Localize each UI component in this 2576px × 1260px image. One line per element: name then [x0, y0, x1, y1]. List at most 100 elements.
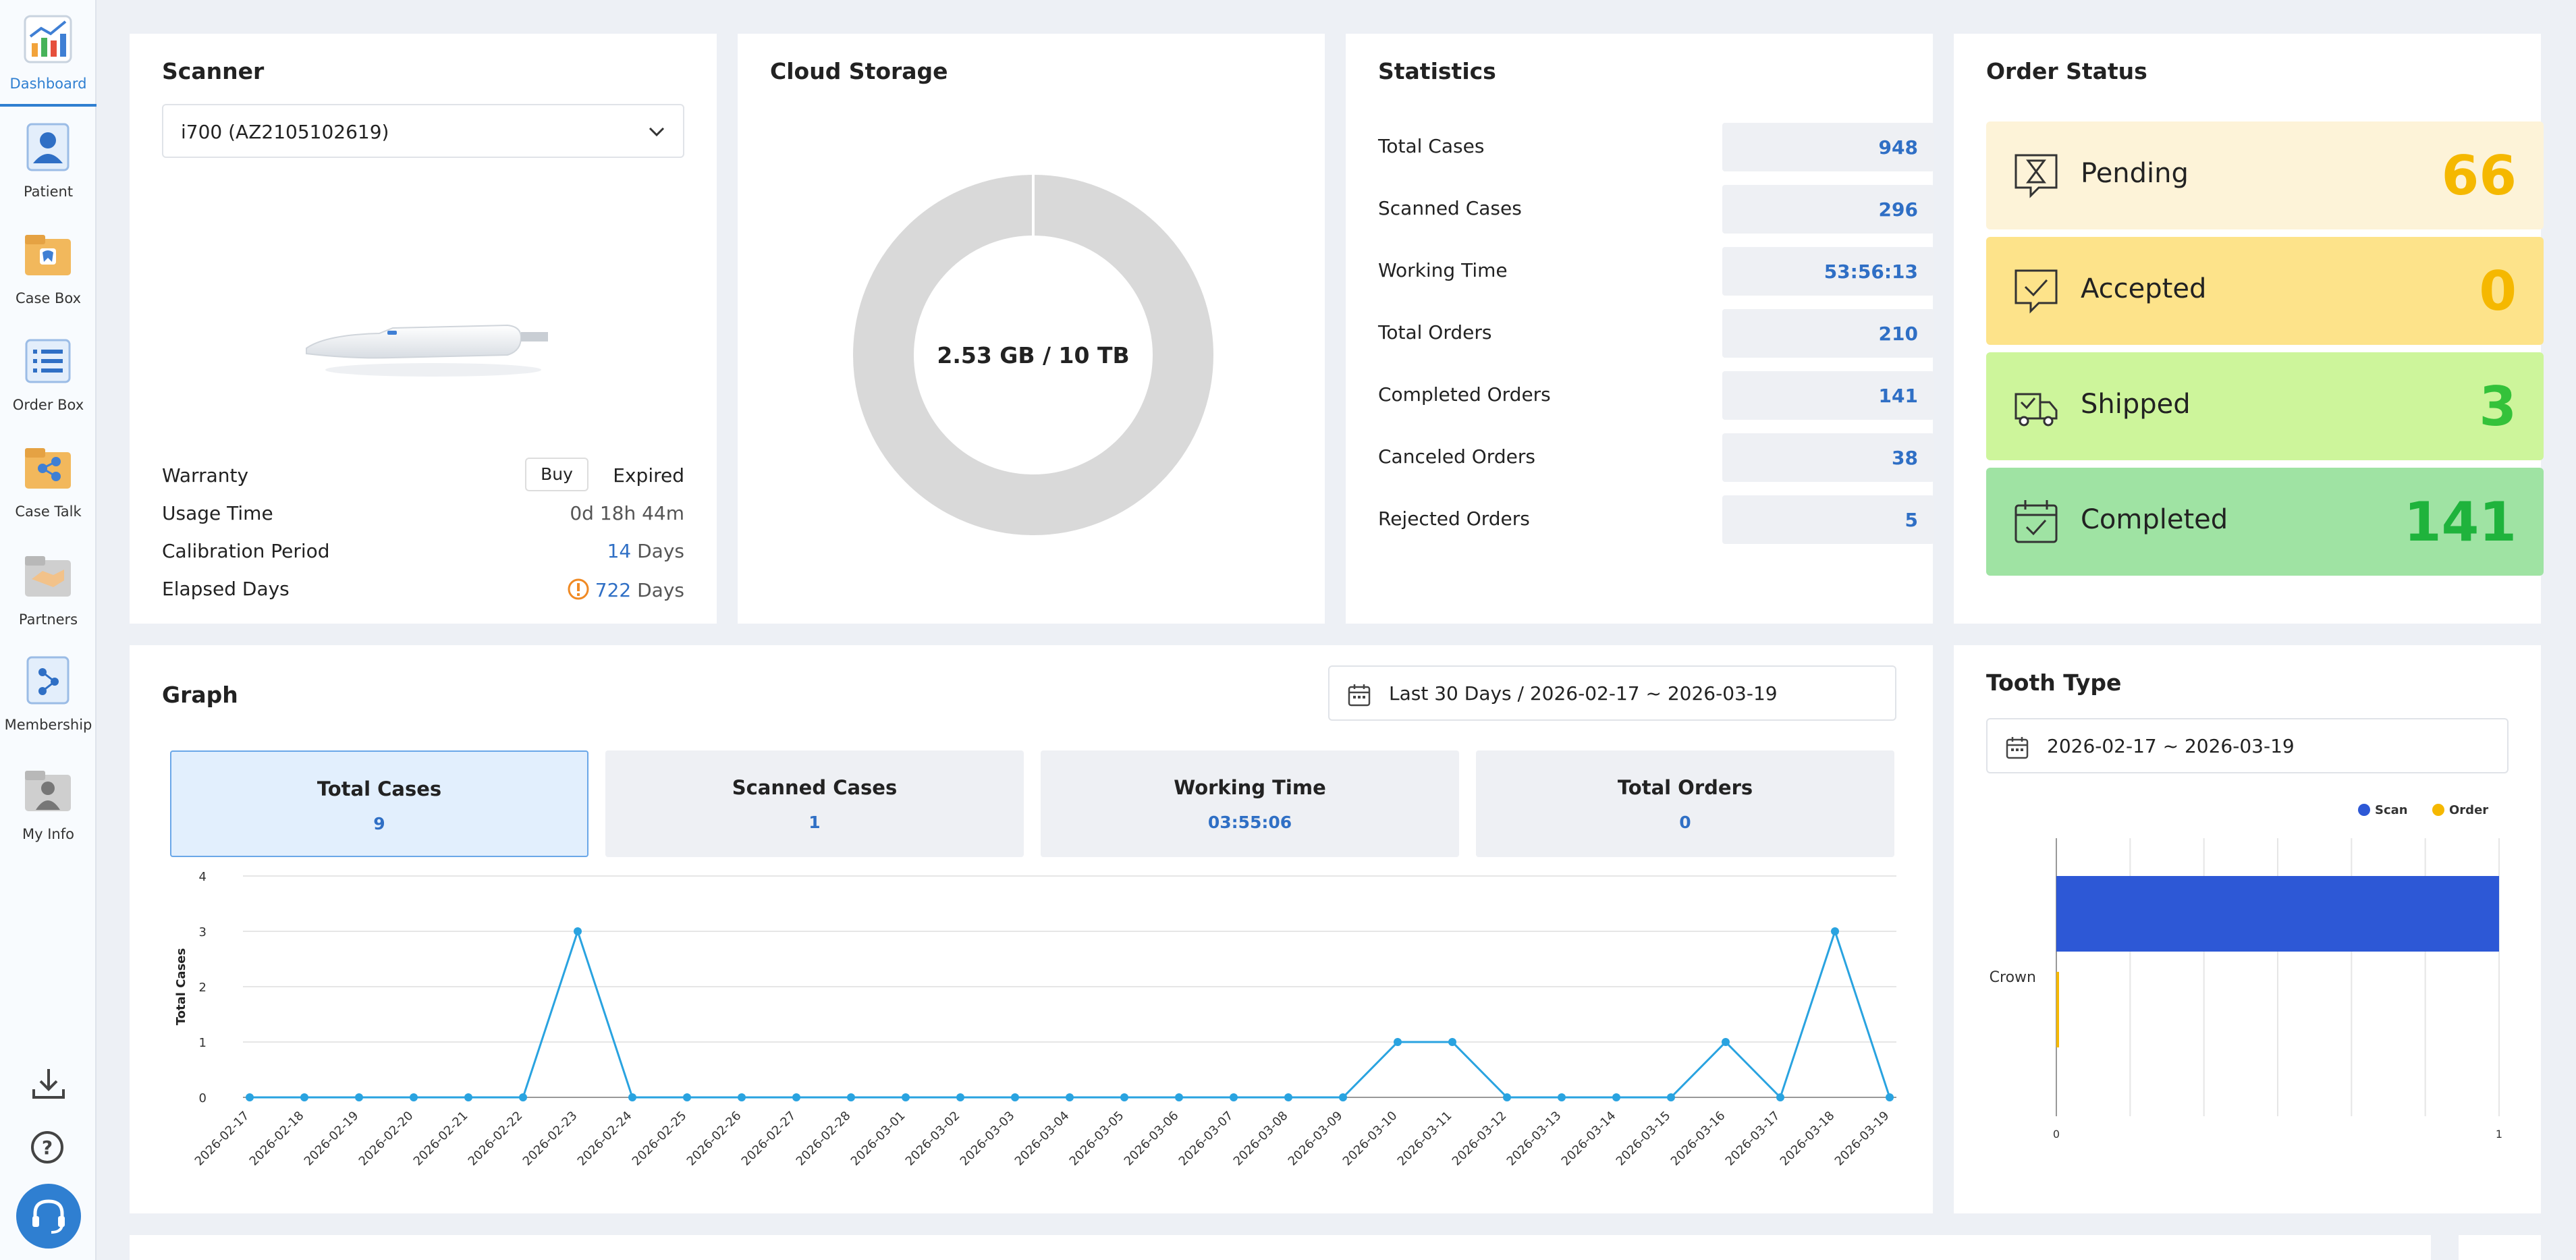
help-icon[interactable]: ?: [30, 1130, 65, 1165]
y-tick-label: 4: [199, 870, 207, 884]
tab-value: 1: [809, 813, 821, 832]
data-point[interactable]: [1011, 1093, 1019, 1101]
data-point[interactable]: [1230, 1093, 1238, 1101]
tooth-type-title: Tooth Type: [1986, 669, 2122, 696]
nav-order-box[interactable]: Order Box: [0, 321, 97, 428]
data-point[interactable]: [410, 1093, 418, 1101]
data-point[interactable]: [1722, 1038, 1730, 1046]
x-tick-label: 2026-03-04: [1012, 1109, 1072, 1169]
order-status-accepted[interactable]: Accepted 0: [1986, 237, 2544, 345]
case-box-icon: [25, 235, 71, 275]
data-point[interactable]: [902, 1093, 910, 1101]
data-point[interactable]: [738, 1093, 746, 1101]
support-button[interactable]: [16, 1184, 81, 1249]
order-status-completed[interactable]: Completed 141: [1986, 468, 2544, 576]
x-tick-label: 2026-03-05: [1067, 1109, 1127, 1169]
graph-date-range[interactable]: Last 30 Days / 2026-02-17 ~ 2026-03-19: [1328, 665, 1896, 721]
data-point[interactable]: [1776, 1093, 1784, 1101]
data-point[interactable]: [1558, 1093, 1566, 1101]
nav-label: Membership: [4, 717, 92, 733]
download-icon[interactable]: [30, 1066, 67, 1100]
data-point[interactable]: [956, 1093, 964, 1101]
stat-label: Total Orders: [1378, 321, 1492, 344]
data-point[interactable]: [792, 1093, 800, 1101]
data-point[interactable]: [1394, 1038, 1402, 1046]
legend-marker: [2358, 804, 2370, 816]
data-point[interactable]: [300, 1093, 308, 1101]
case-talk-icon: [25, 448, 71, 489]
data-point[interactable]: [1831, 927, 1839, 935]
data-point[interactable]: [1066, 1093, 1074, 1101]
my-info-icon: [25, 771, 71, 811]
stat-value: 210: [1878, 323, 1918, 345]
tooth-date-range[interactable]: 2026-02-17 ~ 2026-03-19: [1986, 718, 2509, 773]
stat-value: 5: [1904, 509, 1918, 531]
nav-dashboard[interactable]: Dashboard: [0, 0, 97, 107]
data-point[interactable]: [519, 1093, 527, 1101]
nav-partners[interactable]: Partners: [0, 536, 97, 642]
tooth-range-text: 2026-02-17 ~ 2026-03-19: [2047, 735, 2295, 757]
elapsed-value: 722: [595, 579, 632, 601]
x-tick-label: 2026-02-26: [684, 1109, 744, 1169]
tab-working-time[interactable]: Working Time 03:55:06: [1041, 750, 1459, 857]
stat-value: 53:56:13: [1824, 261, 1918, 283]
stat-row: Working Time 53:56:13: [1378, 247, 1934, 296]
scanner-select[interactable]: i700 (AZ2105102619): [162, 104, 684, 158]
bar-order[interactable]: [2056, 972, 2059, 1047]
legend-marker: [2432, 804, 2444, 816]
data-point[interactable]: [1667, 1093, 1675, 1101]
shipped-truck-icon: [2015, 393, 2058, 427]
buy-button[interactable]: Buy: [525, 458, 588, 491]
data-point[interactable]: [628, 1093, 636, 1101]
data-point[interactable]: [1886, 1093, 1894, 1101]
nav-label: Dashboard: [9, 76, 87, 92]
x-tick-label: 2026-02-24: [575, 1109, 635, 1169]
y-tick-label: 2: [199, 981, 207, 995]
data-point[interactable]: [1284, 1093, 1292, 1101]
x-tick-label: 2026-02-20: [356, 1109, 416, 1169]
order-status-label: Accepted: [2081, 273, 2207, 304]
data-point[interactable]: [847, 1093, 855, 1101]
nav-case-talk[interactable]: Case Talk: [0, 428, 97, 535]
bar-scan[interactable]: [2056, 876, 2499, 952]
x-tick-label: 0: [2053, 1128, 2060, 1141]
order-status-title: Order Status: [1986, 58, 2147, 84]
partners-handshake-icon: [25, 556, 71, 597]
data-point[interactable]: [1120, 1093, 1128, 1101]
data-point[interactable]: [574, 927, 582, 935]
data-point[interactable]: [464, 1093, 472, 1101]
x-tick-label: 2026-02-19: [302, 1109, 362, 1169]
scanner-title: Scanner: [162, 58, 265, 84]
scanner-card: Scanner i700 (AZ2105102619) Warranty Buy…: [130, 34, 717, 624]
data-point[interactable]: [683, 1093, 691, 1101]
nav-label: Case Talk: [15, 503, 82, 520]
stat-row: Completed Orders 141: [1378, 371, 1934, 420]
order-status-count: 0: [2479, 260, 2517, 323]
tab-label: Total Orders: [1617, 776, 1753, 799]
data-point[interactable]: [1175, 1093, 1183, 1101]
order-status-shipped[interactable]: Shipped 3: [1986, 352, 2544, 460]
order-box-icon: [25, 339, 71, 383]
cloud-storage-title: Cloud Storage: [770, 58, 948, 84]
nav-case-box[interactable]: Case Box: [0, 215, 97, 321]
data-point[interactable]: [1612, 1093, 1620, 1101]
data-point[interactable]: [1503, 1093, 1511, 1101]
data-point[interactable]: [246, 1093, 254, 1101]
graph-title: Graph: [162, 682, 238, 708]
x-tick-label: 2026-03-07: [1176, 1109, 1236, 1169]
order-status-pending[interactable]: Pending 66: [1986, 121, 2544, 229]
tab-total-cases[interactable]: Total Cases 9: [170, 750, 588, 857]
nav-membership[interactable]: Membership: [0, 641, 97, 748]
data-point[interactable]: [355, 1093, 363, 1101]
nav-patient[interactable]: Patient: [0, 108, 97, 215]
calibration-row: Calibration Period 14 Days: [162, 540, 684, 567]
x-tick-label: 2026-03-12: [1450, 1109, 1510, 1169]
data-point[interactable]: [1448, 1038, 1456, 1046]
nav-my-info[interactable]: My Info: [0, 750, 97, 857]
tab-total-orders[interactable]: Total Orders 0: [1476, 750, 1894, 857]
data-point[interactable]: [1339, 1093, 1347, 1101]
y-tick-label: 1: [199, 1036, 207, 1050]
x-tick-label: 2026-02-22: [466, 1109, 526, 1169]
tab-scanned-cases[interactable]: Scanned Cases 1: [605, 750, 1024, 857]
dashboard-chart-icon: [24, 15, 72, 63]
